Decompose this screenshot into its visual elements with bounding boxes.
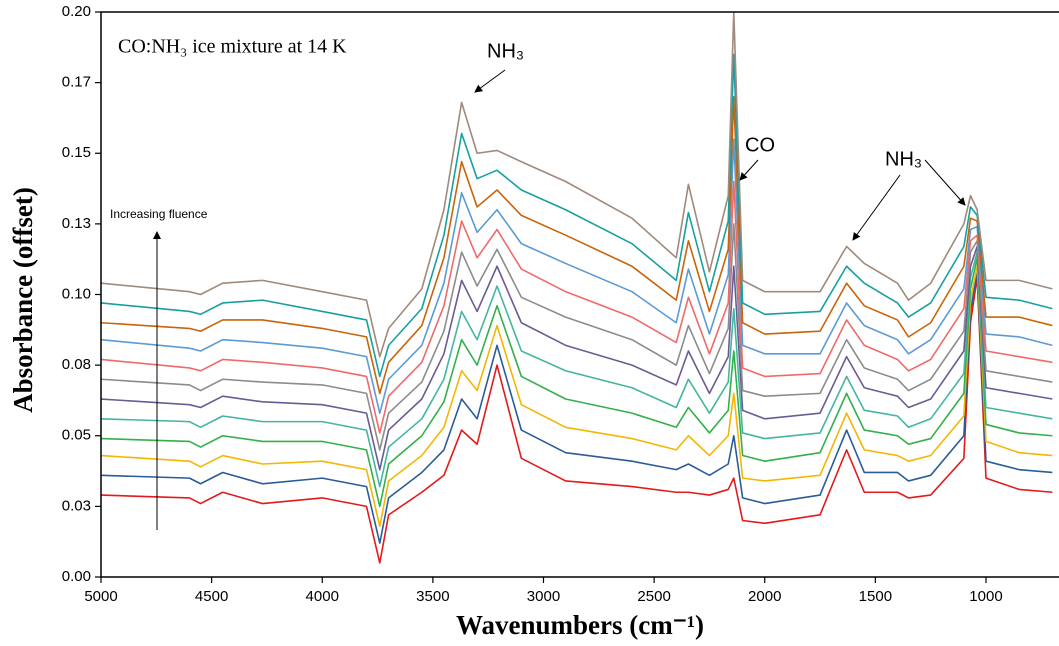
y-tick-label: 0.03 bbox=[62, 497, 91, 514]
x-tick-label: 2500 bbox=[637, 588, 670, 605]
annotation: NH₃ bbox=[487, 40, 524, 62]
x-axis-title: Wavenumbers (cm⁻¹) bbox=[456, 610, 704, 640]
y-tick-label: 0.00 bbox=[62, 568, 91, 585]
spectrum-line bbox=[101, 180, 1053, 434]
spectrum-line bbox=[101, 276, 1053, 564]
arrow bbox=[924, 159, 966, 206]
spectrum-line bbox=[101, 53, 1053, 378]
x-tick-label: 5000 bbox=[84, 588, 117, 605]
y-tick-label: 0.05 bbox=[62, 427, 91, 444]
arrow bbox=[739, 159, 759, 181]
x-tick-label: 3500 bbox=[416, 588, 449, 605]
spectrum-line bbox=[101, 12, 1053, 358]
x-tick-label: 1500 bbox=[859, 588, 892, 605]
y-tick-label: 0.08 bbox=[62, 356, 91, 373]
y-tick-label: 0.10 bbox=[62, 285, 91, 302]
x-tick-label: 4000 bbox=[306, 588, 339, 605]
y-tick-label: 0.13 bbox=[62, 215, 91, 232]
spectrum-line bbox=[101, 265, 1053, 527]
annotation: NH₃ bbox=[885, 148, 922, 170]
spectrum-line bbox=[101, 223, 1053, 451]
spectrum-line bbox=[101, 271, 1053, 544]
y-tick-label: 0.20 bbox=[62, 3, 91, 20]
y-axis-title: Absorbance (offset) bbox=[8, 187, 38, 413]
x-tick-label: 4500 bbox=[195, 588, 228, 605]
x-tick-label: 2000 bbox=[748, 588, 781, 605]
x-tick-label: 1000 bbox=[969, 588, 1002, 605]
arrow bbox=[852, 174, 901, 241]
spectrum-line bbox=[101, 138, 1053, 414]
annotation: Increasing fluence bbox=[110, 207, 208, 221]
spectrum-line bbox=[101, 251, 1053, 488]
x-tick-label: 3000 bbox=[527, 588, 560, 605]
plot-lines bbox=[101, 12, 1053, 564]
arrows bbox=[153, 69, 966, 530]
spectrum-line bbox=[101, 245, 1053, 471]
y-tick-label: 0.15 bbox=[62, 144, 91, 161]
spectrum-line bbox=[101, 95, 1053, 395]
annotation: CO:NH₃ ice mixture at 14 K bbox=[118, 36, 347, 58]
spectrum-line bbox=[101, 256, 1053, 508]
annotation: CO bbox=[745, 134, 775, 156]
arrow bbox=[474, 69, 506, 93]
y-tick-label: 0.17 bbox=[62, 74, 91, 91]
